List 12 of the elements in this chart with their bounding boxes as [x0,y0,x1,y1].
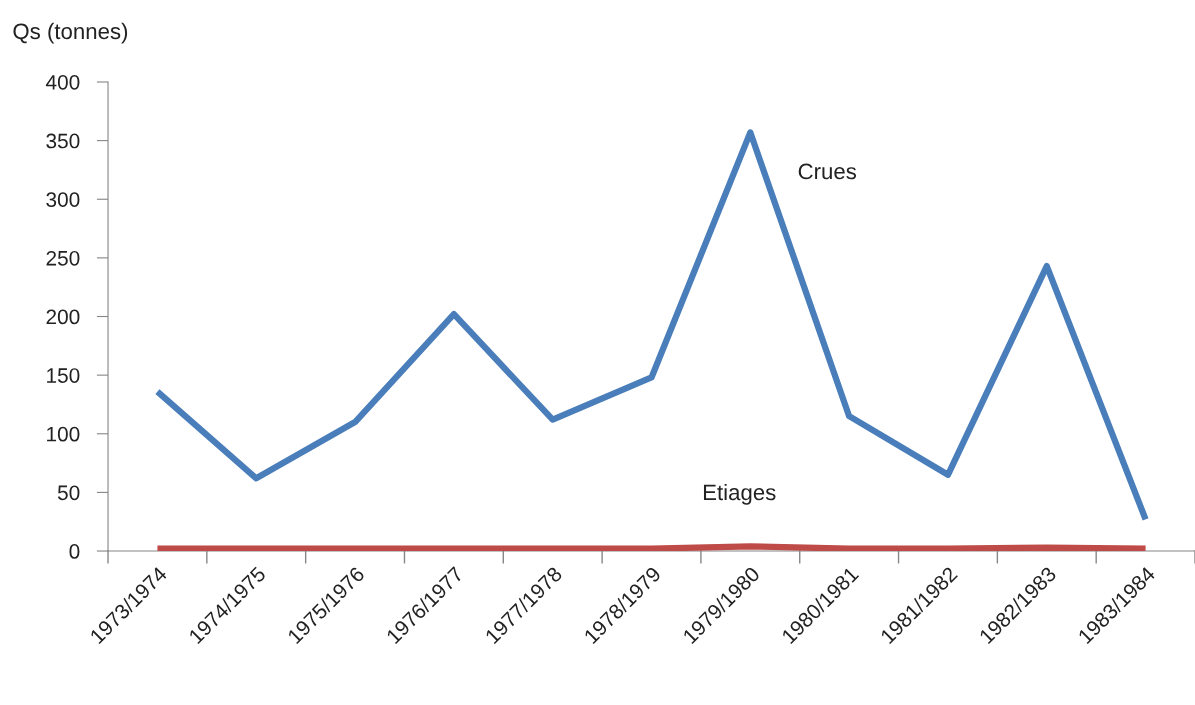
y-tick-label: 200 [46,309,80,325]
y-tick-label: 400 [45,74,80,90]
y-tick-label: 100 [47,426,80,442]
y-tick-label: 300 [46,192,80,207]
y-tick-label: 50 [57,485,80,501]
y-tick-label: 350 [46,133,80,149]
y-axis-title: Qs (tonnes) [13,22,128,44]
y-tick-label: 0 [69,544,80,559]
y-tick-label: 250 [46,250,80,266]
y-tick-label: 150 [47,368,80,383]
series-label: Etiages [703,483,776,505]
series-label: Crues [798,163,857,180]
